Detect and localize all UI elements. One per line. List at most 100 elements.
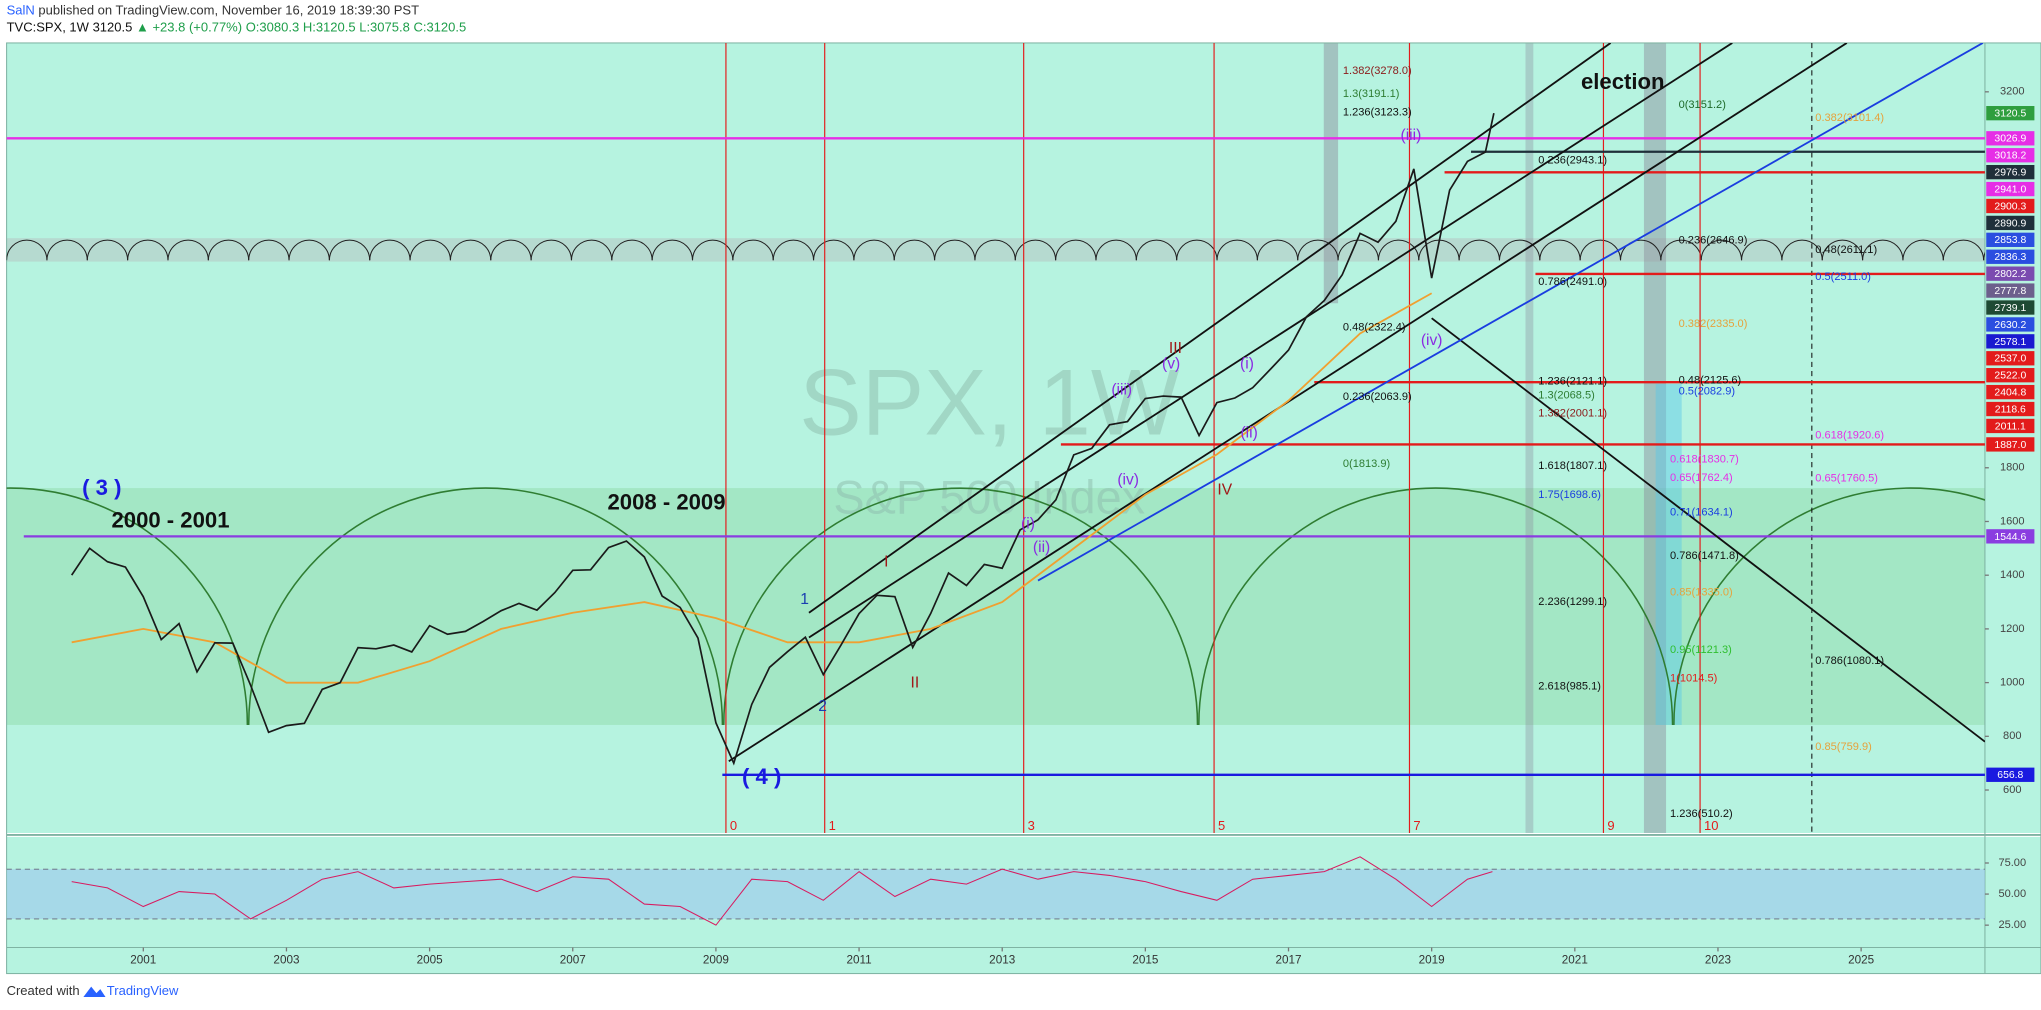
y-tick-label: 600 xyxy=(2003,784,2021,796)
x-tick-label: 2001 xyxy=(130,954,156,967)
price-tag xyxy=(1986,232,2035,247)
y-tick-label: 1400 xyxy=(2000,569,2025,581)
cycle-arc-small xyxy=(1377,239,1420,261)
fib-label: 2.236(1299.1) xyxy=(1538,596,1607,608)
x-tick-label: 2011 xyxy=(846,954,871,967)
price-tag-label: 3026.9 xyxy=(1994,134,2026,145)
fib-label: 0.85(759.9) xyxy=(1815,741,1872,753)
cycle-arc-small xyxy=(813,239,855,261)
wave-label: (v) xyxy=(1162,356,1180,373)
price-tag-label: 2777.8 xyxy=(1994,286,2026,297)
price-tag-label: 3120.5 xyxy=(1994,109,2026,120)
brand-logo xyxy=(83,986,106,997)
fib-label: 1.236(2121.1) xyxy=(1538,375,1607,387)
cycle-arc xyxy=(1673,487,1985,725)
cycle-arc-small xyxy=(288,239,330,261)
y-tick-label: 1600 xyxy=(2000,515,2025,527)
cycle-arc-small xyxy=(1458,239,1500,261)
fib-label: 1.236(3123.3) xyxy=(1343,106,1412,118)
cycle-arc-small xyxy=(1741,239,1783,261)
rsi-plot xyxy=(6,856,1985,926)
wave-label: I xyxy=(884,553,888,570)
cycle-arc-small xyxy=(409,239,451,261)
cycle-arc-small xyxy=(1256,239,1299,261)
price-tag-label: 2118.6 xyxy=(1995,404,2026,415)
cycle-arc-small xyxy=(651,239,694,261)
price-tag-label: 1544.6 xyxy=(1994,532,2026,543)
price-tag-label: 2890.9 xyxy=(1994,218,2026,229)
cycle-arc xyxy=(722,487,1199,725)
fib-label: 0.786(1471.8) xyxy=(1670,550,1739,562)
trend-line xyxy=(1431,317,1985,743)
cycle-arc-small xyxy=(1579,239,1622,261)
ohlc: O:3080.3 xyxy=(246,20,300,35)
last: 3120.5 xyxy=(93,20,133,35)
y-tick-label: 3200 xyxy=(2000,86,2025,98)
price-line xyxy=(71,856,1493,926)
cycle-arc-small xyxy=(1619,239,1662,261)
cycle-count: 3 xyxy=(1028,818,1035,833)
cycle-arc-small xyxy=(853,239,895,261)
ohlc: C:3120.5 xyxy=(413,20,466,35)
fib-label: 1.382(2001.1) xyxy=(1538,408,1607,420)
price-tag xyxy=(1986,384,2035,400)
cycle-count: 5 xyxy=(1218,818,1225,833)
price-tag xyxy=(1986,300,2035,315)
cycle-arc-small xyxy=(530,239,572,261)
price-tag xyxy=(1986,529,2035,544)
price-tag xyxy=(1986,437,2035,452)
wave-label: (ii) xyxy=(1033,539,1050,556)
cycle-arc-small xyxy=(1862,239,1904,261)
x-tick-label: 2013 xyxy=(989,954,1015,967)
x-tick-label: 2025 xyxy=(1848,954,1875,967)
footer-created: Created with xyxy=(7,983,80,998)
price-tag xyxy=(1986,131,2035,146)
wave-label: (ii) xyxy=(1240,425,1257,442)
cycle-strip xyxy=(6,238,1985,262)
fib-label: 0.65(1760.5) xyxy=(1815,472,1878,484)
watermark: SPX, 1W xyxy=(799,350,1180,455)
wave-label: IV xyxy=(1217,482,1232,499)
cycle-arc-small xyxy=(1942,239,1985,261)
price-tag-label: 2853.8 xyxy=(1994,235,2026,246)
ohlc: L:3075.8 xyxy=(359,20,410,35)
x-tick-label: 2021 xyxy=(1562,954,1588,967)
price-tag xyxy=(1986,351,2035,366)
fib-label: 0.382(3101.4) xyxy=(1815,112,1884,124)
wave-label: (iv) xyxy=(1117,471,1139,488)
cycle-count: 0 xyxy=(730,818,737,833)
y-tick-label: 1200 xyxy=(2000,623,2025,635)
price-tag xyxy=(1986,266,2035,281)
fib-label: 2.618(985.1) xyxy=(1538,681,1601,693)
cycle-arc-small xyxy=(1055,239,1097,261)
cycle-arc-small xyxy=(570,239,613,261)
fib-label: 0.48(2611.1) xyxy=(1815,244,1877,256)
cycle-arc-small xyxy=(1781,239,1823,261)
publisher: SalN xyxy=(7,3,35,18)
fib-label: 0.236(2646.9) xyxy=(1679,234,1748,246)
moving-average xyxy=(71,292,1433,684)
cycle-arc-small xyxy=(490,239,532,261)
fib-label: 0.71(1634.1) xyxy=(1670,506,1733,518)
y-tick-label: 800 xyxy=(2003,730,2021,742)
cycle-arc-small xyxy=(1821,239,1864,261)
fib-label: 0.786(1080.1) xyxy=(1815,655,1884,667)
cycle-arc-small xyxy=(772,239,815,261)
x-tick-label: 2017 xyxy=(1275,954,1301,967)
wave-label: 1 xyxy=(800,591,809,608)
cycle-arc-small xyxy=(611,239,653,261)
highlight-band xyxy=(1323,42,1339,304)
cycle-arc-small xyxy=(127,239,169,261)
x-tick-label: 2005 xyxy=(417,954,444,967)
fib-label: 1.236(510.2) xyxy=(1670,808,1733,820)
cycle-count: 9 xyxy=(1607,818,1614,833)
cycle-arc-small xyxy=(1135,239,1178,261)
fib-label: 0.618(1830.7) xyxy=(1670,453,1739,465)
x-tick-label: 2007 xyxy=(560,954,586,967)
cycle-count: 1 xyxy=(829,818,836,833)
price-plot: SPX, 1W S&P 500 Index ( 3 ) 2000 - 2001 2008… xyxy=(6,42,1985,833)
price-tag-label: 2976.9 xyxy=(1994,168,2026,179)
cycle-arc-small xyxy=(691,239,734,261)
fib-label: 1.618(1807.1) xyxy=(1538,460,1607,472)
